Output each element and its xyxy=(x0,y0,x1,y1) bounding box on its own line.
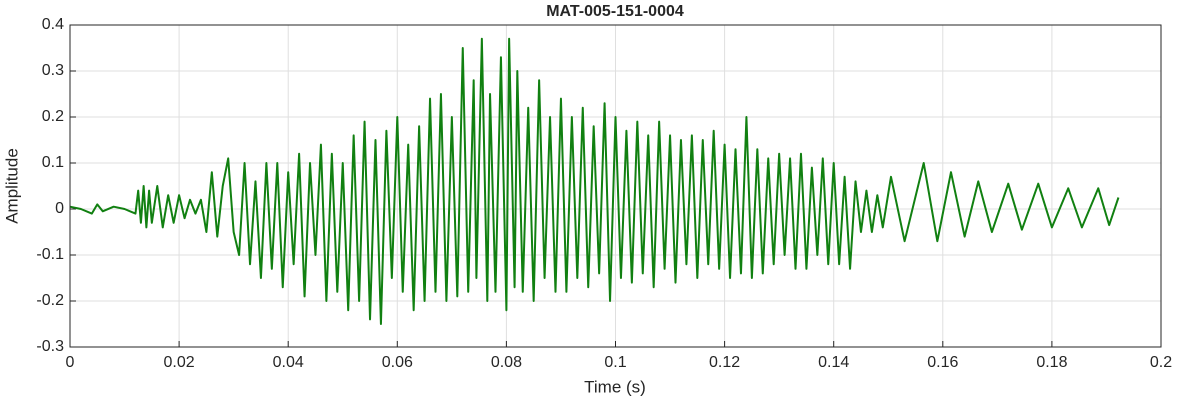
x-tick-label: 0.14 xyxy=(818,354,849,371)
y-tick-label: 0.4 xyxy=(42,16,64,33)
x-tick-label: 0 xyxy=(66,354,75,371)
y-tick-label: 0.2 xyxy=(42,108,64,125)
y-tick-label: -0.2 xyxy=(36,292,64,309)
axes-box xyxy=(69,24,1162,348)
x-tick-label: 0.02 xyxy=(164,354,195,371)
x-tick-label: 0.04 xyxy=(273,354,304,371)
chart-title: MAT-005-151-0004 xyxy=(546,3,684,20)
y-tick-label: 0.1 xyxy=(42,154,64,171)
x-tick-label: 0.12 xyxy=(709,354,740,371)
plot xyxy=(69,37,1120,325)
y-tick-label: -0.3 xyxy=(36,338,64,355)
y-tick-label: -0.1 xyxy=(36,246,64,263)
y-tick-label: 0.3 xyxy=(42,62,64,79)
x-axis-label: Time (s) xyxy=(584,377,646,396)
x-tick-label: 0.2 xyxy=(1150,354,1172,371)
x-tick-label: 0.06 xyxy=(382,354,413,371)
signal-line xyxy=(69,37,1120,325)
x-tick-label: 0.16 xyxy=(927,354,958,371)
y-axis-label: Amplitude xyxy=(2,148,21,224)
x-tick-label: 0.08 xyxy=(491,354,522,371)
x-tick-label: 0.1 xyxy=(604,354,626,371)
grid xyxy=(69,24,1162,348)
y-tick-label: 0 xyxy=(55,200,64,217)
x-tick-label: 0.18 xyxy=(1036,354,1067,371)
